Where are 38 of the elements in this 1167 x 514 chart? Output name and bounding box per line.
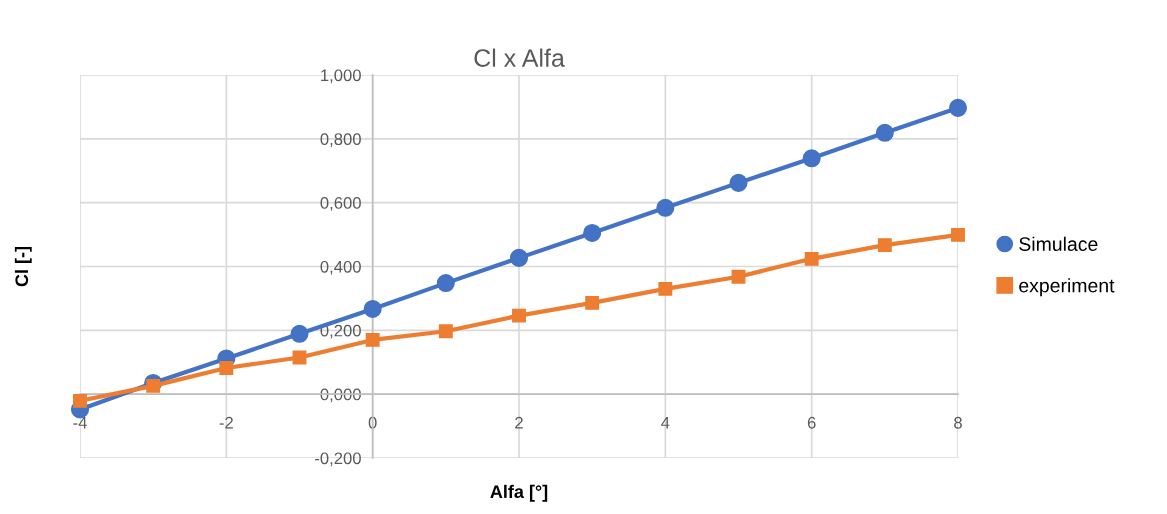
y-tick-label: 0,400: [320, 260, 361, 275]
point: [875, 123, 894, 142]
point: [951, 227, 965, 242]
legend-label: experiment: [1019, 278, 1115, 297]
point: [877, 238, 892, 253]
point: [363, 299, 382, 318]
x-tick-label: -4: [73, 417, 87, 429]
x-tick-label: 2: [515, 416, 523, 429]
point: [436, 274, 455, 293]
point: [583, 223, 602, 243]
point: [365, 332, 380, 347]
point: [73, 393, 87, 408]
point: [585, 295, 600, 310]
point: [656, 198, 675, 217]
point: [438, 324, 453, 339]
point: [729, 173, 748, 192]
point: [146, 378, 161, 393]
point: [509, 248, 529, 267]
point: [948, 98, 968, 117]
x-axis-title: Alfa [°]: [490, 484, 548, 502]
x-tick-label: 6: [807, 416, 816, 429]
point: [219, 361, 234, 375]
y-tick-label: 1,000: [321, 69, 361, 84]
point: [290, 324, 309, 343]
x-tick-label: -2: [219, 416, 233, 429]
point: [658, 281, 673, 296]
point: [802, 149, 821, 168]
legend-label: Simulace: [1019, 236, 1098, 251]
point: [731, 269, 746, 284]
y-tick-label: 0,800: [320, 133, 361, 148]
point: [804, 251, 819, 266]
chart-title: Cl x Alfa: [474, 48, 565, 67]
point: [512, 308, 526, 323]
y-axis-title: Cl [-]: [14, 246, 32, 287]
x-tick-label: 8: [954, 416, 962, 429]
y-tick-label: 0,600: [320, 197, 361, 211]
y-tick-label: -0,200: [315, 452, 361, 467]
x-tick-label: 4: [661, 417, 670, 429]
